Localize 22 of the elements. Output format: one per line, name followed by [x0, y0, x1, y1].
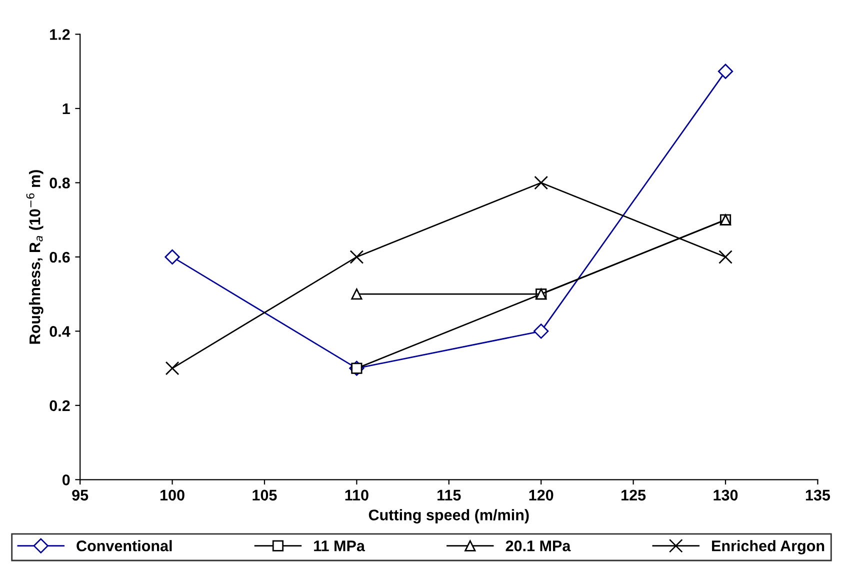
- y-tick-label: 0.2: [50, 400, 70, 412]
- x-tick-label: 110: [345, 490, 368, 501]
- x-tick-label: 120: [529, 490, 554, 501]
- x-tick-label: 130: [714, 490, 738, 501]
- x-tick-label: 95: [72, 490, 88, 501]
- legend-label: Enriched Argon: [712, 540, 824, 554]
- y-tick-label: 0.6: [50, 252, 70, 263]
- x-tick-label: 135: [806, 490, 830, 501]
- x-tick-label: 100: [160, 490, 184, 501]
- y-tick-label: 0.8: [50, 178, 70, 188]
- legend-label: 11 MPa: [314, 540, 366, 552]
- x-tick-label: 125: [622, 490, 646, 501]
- y-tick-label: 0: [62, 474, 70, 486]
- x-tick-label: 115: [438, 490, 461, 501]
- x-axis-title: Cutting speed (m/min): [368, 509, 529, 524]
- y-tick-label: 1.2: [50, 29, 70, 40]
- legend-label: 20.1 MPa: [506, 540, 571, 552]
- x-tick-label: 105: [252, 490, 277, 501]
- legend-label: Conventional: [76, 540, 172, 552]
- y-axis-title: Roughness, R$_{a}$ (10$^{−6}$ m): [26, 170, 44, 344]
- y-tick-label: 0.4: [50, 326, 70, 337]
- y-tick-label: 1: [62, 104, 70, 114]
